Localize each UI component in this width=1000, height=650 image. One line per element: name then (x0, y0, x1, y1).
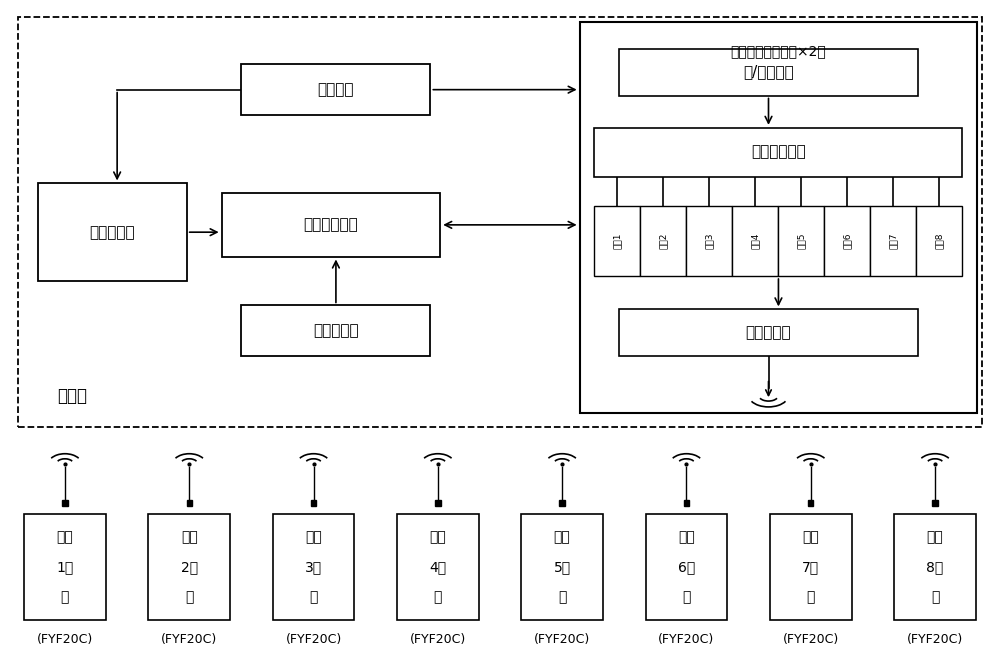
Text: 组发: 组发 (181, 530, 198, 544)
Text: 机: 机 (931, 590, 939, 604)
Text: (FYF20C): (FYF20C) (534, 633, 590, 646)
Bar (646, 514, 727, 619)
Text: 4射: 4射 (429, 560, 446, 574)
Text: (FYF20C): (FYF20C) (658, 633, 715, 646)
Bar (640, 206, 686, 276)
Bar (38, 183, 187, 281)
Text: 5射: 5射 (554, 560, 571, 574)
Bar (222, 193, 440, 257)
Text: 组发: 组发 (927, 530, 943, 544)
Bar (580, 22, 977, 413)
Text: 通道3: 通道3 (705, 233, 714, 249)
Text: 无线电遥控接收机×2部: 无线电遥控接收机×2部 (731, 44, 826, 58)
Text: 高频接收器: 高频接收器 (746, 325, 791, 340)
Text: 机: 机 (61, 590, 69, 604)
Text: 机: 机 (185, 590, 193, 604)
Text: 组发: 组发 (429, 530, 446, 544)
Text: 通道8: 通道8 (935, 233, 944, 249)
Bar (619, 309, 918, 356)
Text: 采煤机: 采煤机 (57, 387, 87, 405)
Bar (932, 500, 938, 506)
Text: 非本安电源: 非本安电源 (313, 323, 359, 338)
Text: 单片机控制端: 单片机控制端 (751, 145, 806, 160)
Text: 通道4: 通道4 (751, 233, 760, 249)
Text: 通道2: 通道2 (659, 233, 668, 249)
Text: 2射: 2射 (181, 560, 198, 574)
Text: (FYF20C): (FYF20C) (783, 633, 839, 646)
Text: 通道7: 通道7 (889, 233, 898, 249)
Bar (18, 18, 982, 428)
Bar (770, 514, 852, 619)
Text: 通道1: 通道1 (613, 233, 622, 249)
Bar (619, 49, 918, 96)
Text: 机: 机 (682, 590, 691, 604)
Text: 机: 机 (309, 590, 318, 604)
Bar (732, 206, 778, 276)
Bar (594, 206, 640, 276)
Text: (FYF20C): (FYF20C) (410, 633, 466, 646)
Text: 机: 机 (807, 590, 815, 604)
Bar (273, 514, 354, 619)
Bar (435, 500, 441, 506)
Bar (808, 500, 813, 506)
Bar (24, 514, 106, 619)
Bar (559, 500, 565, 506)
Bar (778, 206, 824, 276)
Bar (594, 128, 962, 177)
Bar (916, 206, 962, 276)
Text: 组发: 组发 (305, 530, 322, 544)
Text: (FYF20C): (FYF20C) (907, 633, 963, 646)
Bar (521, 514, 603, 619)
Bar (824, 206, 870, 276)
Bar (241, 64, 430, 115)
Text: 3射: 3射 (305, 560, 322, 574)
Text: 机: 机 (558, 590, 566, 604)
Bar (894, 514, 976, 619)
Text: 7射: 7射 (802, 560, 819, 574)
Text: 组发: 组发 (802, 530, 819, 544)
Text: 组发: 组发 (57, 530, 73, 544)
Text: 机: 机 (434, 590, 442, 604)
Bar (148, 514, 230, 619)
Text: 1射: 1射 (56, 560, 74, 574)
Text: (FYF20C): (FYF20C) (161, 633, 217, 646)
Text: 通道5: 通道5 (797, 233, 806, 249)
Text: 组发: 组发 (554, 530, 571, 544)
Bar (686, 206, 732, 276)
Bar (870, 206, 916, 276)
Bar (311, 500, 316, 506)
Text: 6射: 6射 (678, 560, 695, 574)
Text: 8射: 8射 (926, 560, 944, 574)
Text: 光电编码器: 光电编码器 (89, 225, 135, 240)
Text: 可编程控制器: 可编程控制器 (304, 217, 358, 232)
Bar (187, 500, 192, 506)
Text: (FYF20C): (FYF20C) (285, 633, 342, 646)
Text: 三/八解码器: 三/八解码器 (743, 64, 794, 79)
Bar (241, 306, 430, 356)
Text: 组发: 组发 (678, 530, 695, 544)
Text: (FYF20C): (FYF20C) (37, 633, 93, 646)
Bar (62, 500, 68, 506)
Text: 本安电源: 本安电源 (318, 82, 354, 97)
Text: 通道6: 通道6 (843, 233, 852, 249)
Bar (684, 500, 689, 506)
Bar (397, 514, 479, 619)
